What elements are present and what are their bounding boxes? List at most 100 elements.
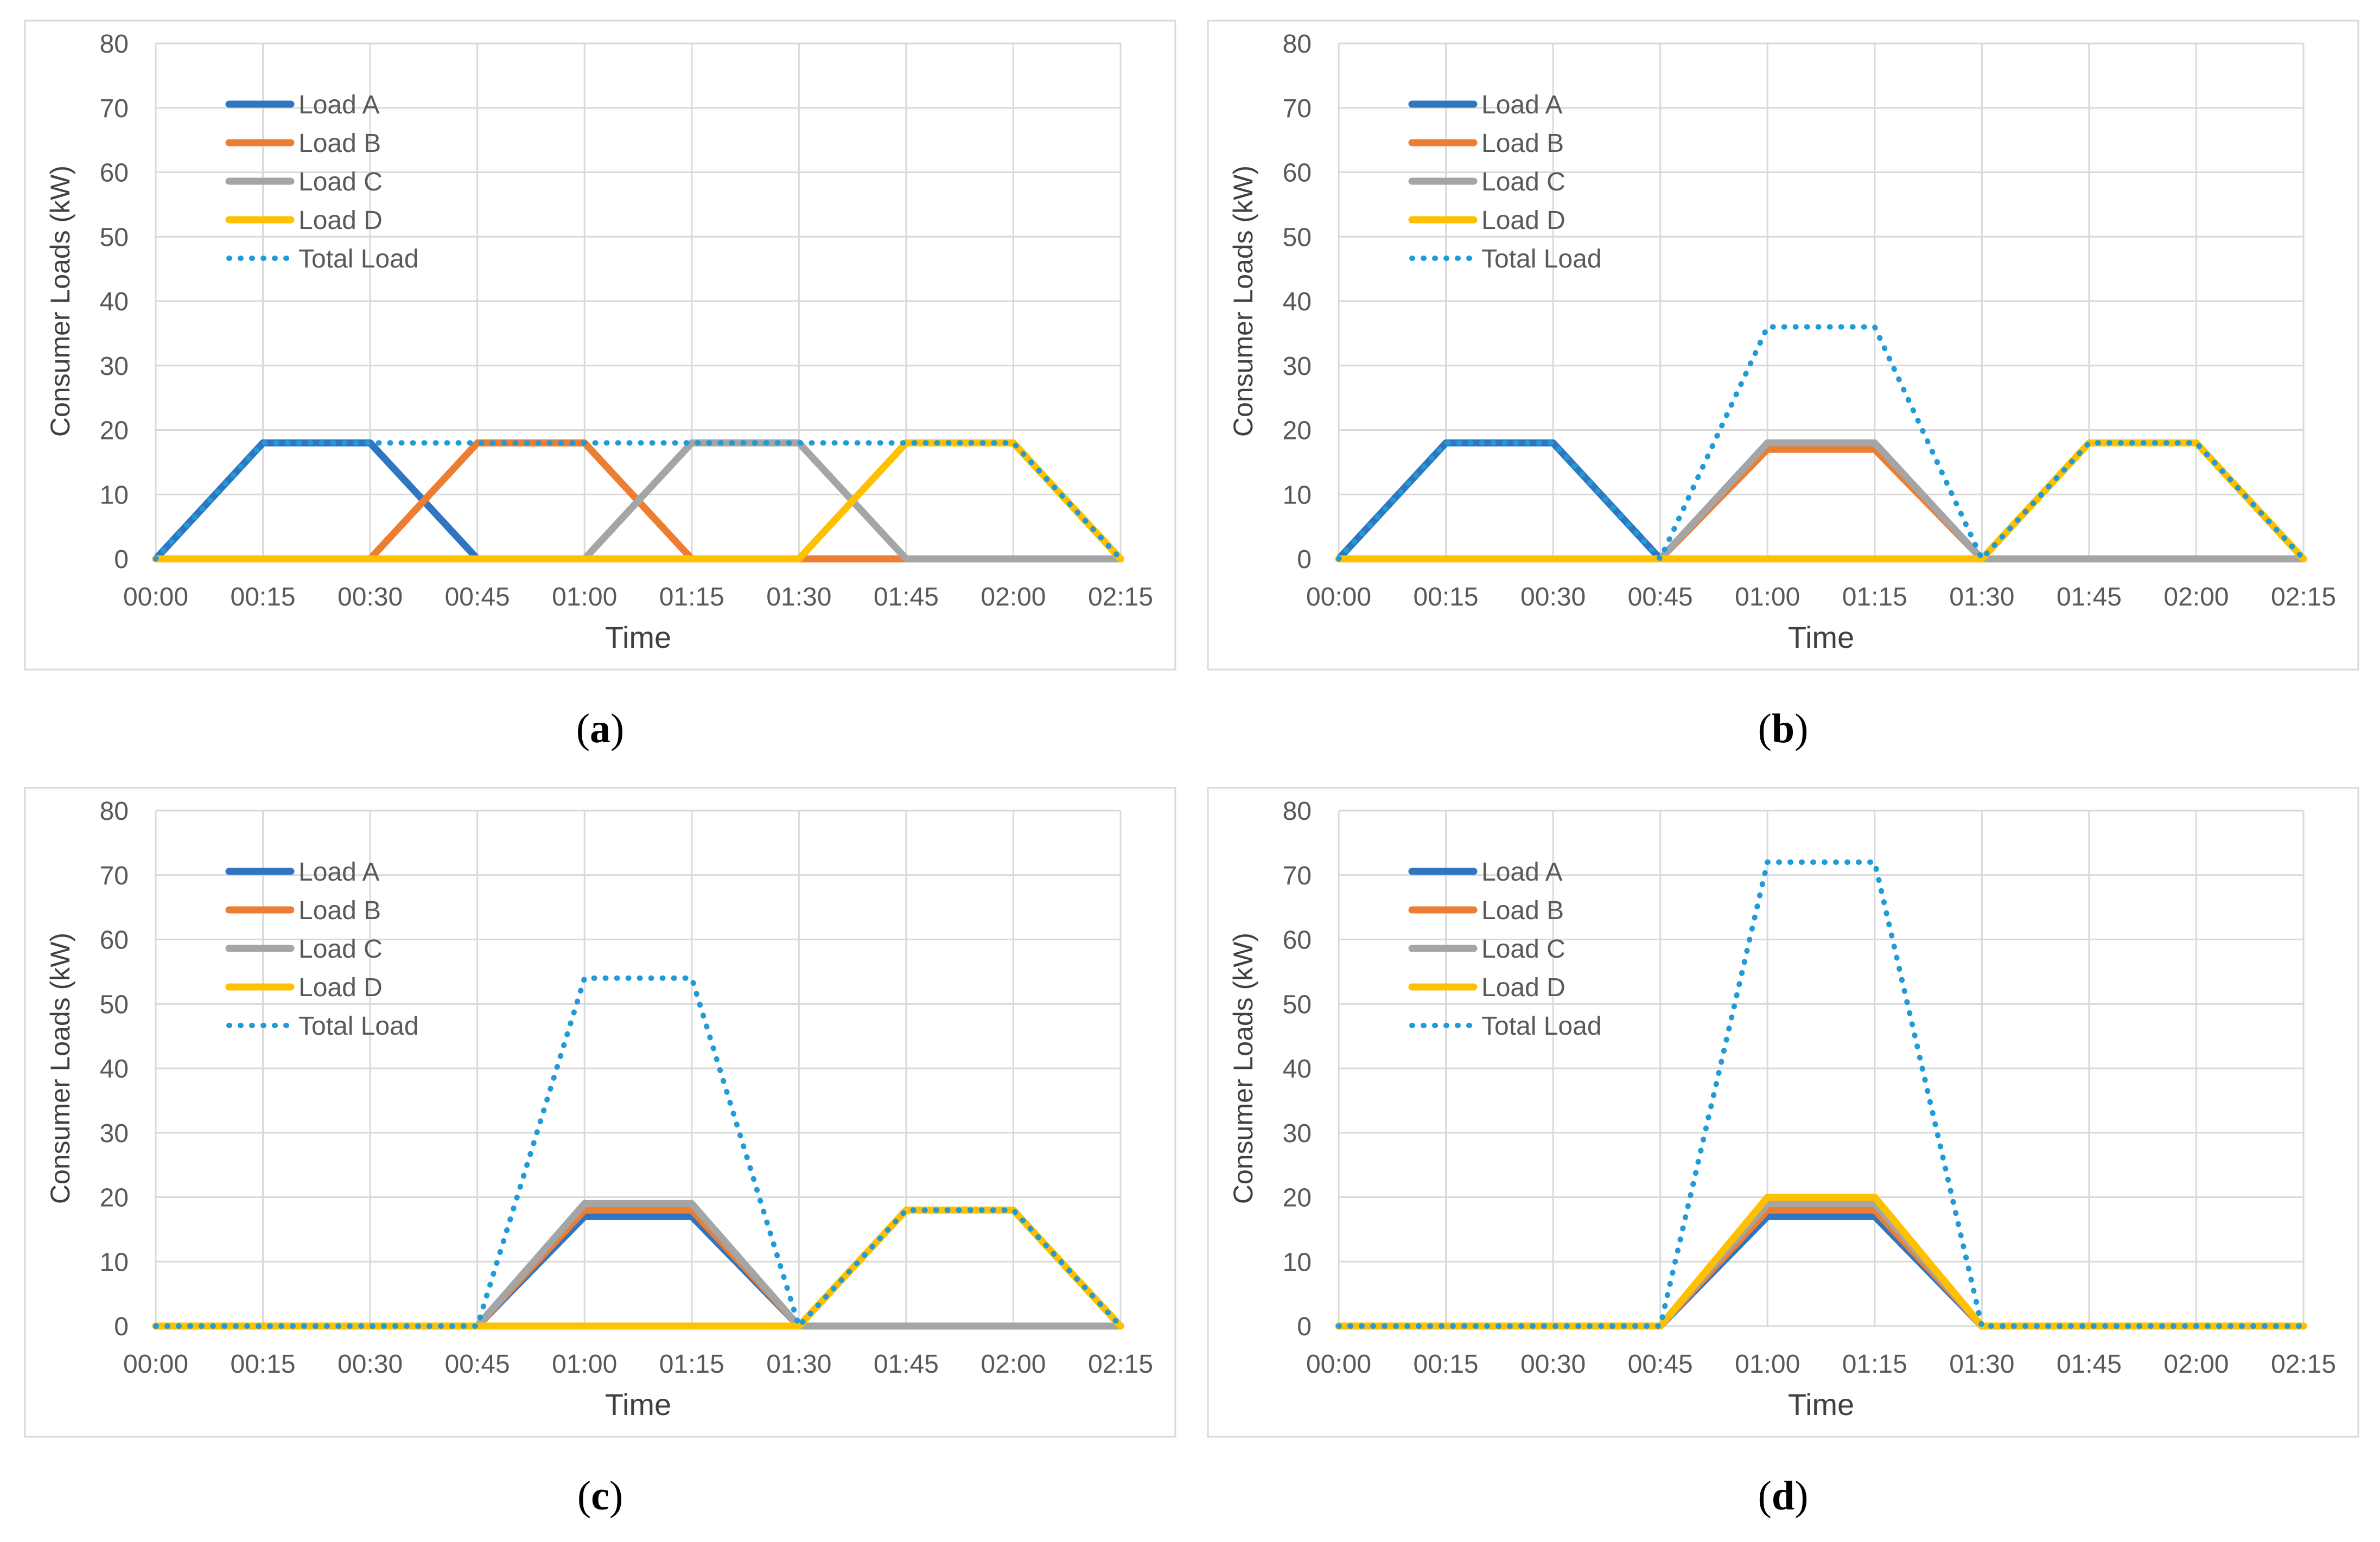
x-tick-label: 02:00: [2163, 1350, 2229, 1379]
y-tick-label: 70: [1283, 94, 1312, 123]
chart-panel-d: 0 10 20 30 40 50 60 70 80 00:00 00:15 00:30 00:45 01:…: [1207, 787, 2359, 1438]
x-tick-label: 00:15: [230, 1350, 295, 1379]
legend-label: Load B: [1481, 896, 1564, 925]
caption-a: (a): [576, 706, 625, 751]
legend-label: Load D: [1481, 973, 1566, 1002]
y-tick-label: 10: [1283, 1248, 1312, 1277]
y-axis-title: Consumer Loads (kW): [1228, 933, 1258, 1204]
y-tick-label: 20: [1283, 1184, 1312, 1213]
x-tick-label: 00:15: [230, 583, 295, 611]
y-tick-label: 60: [100, 159, 129, 188]
caption-d: (d): [1758, 1473, 1809, 1519]
chart-svg-b: 0 10 20 30 40 50 60 70 80 00:00 00:15 00:30 00:45 01:…: [1207, 20, 2359, 671]
y-axis-title: Consumer Loads (kW): [45, 933, 75, 1204]
x-axis-title: Time: [1788, 1387, 1854, 1422]
x-tick-label: 01:00: [552, 583, 617, 611]
x-tick-label: 00:45: [445, 583, 510, 611]
legend-label: Load C: [298, 935, 383, 964]
x-tick-label: 02:15: [1088, 583, 1153, 611]
y-tick-label: 20: [100, 417, 129, 445]
y-tick-label: 80: [1283, 797, 1312, 826]
legend-label: Load D: [1481, 206, 1566, 235]
y-tick-label: 0: [1297, 545, 1312, 574]
y-tick-label: 50: [100, 223, 129, 252]
y-tick-label: 60: [1283, 159, 1312, 188]
x-tick-label: 01:45: [874, 583, 939, 611]
caption-c: (c): [577, 1473, 623, 1519]
y-tick-label: 70: [100, 94, 129, 123]
x-tick-label: 02:15: [2271, 1350, 2336, 1379]
y-tick-label: 10: [100, 1248, 129, 1277]
chart-svg-d: 0 10 20 30 40 50 60 70 80 00:00 00:15 00:30 00:45 01:…: [1207, 787, 2359, 1438]
x-tick-label: 01:30: [1949, 1350, 2014, 1379]
series-line-total-load: [153, 975, 1123, 1329]
y-tick-label: 0: [1297, 1312, 1312, 1341]
x-tick-label: 02:00: [981, 1350, 1046, 1379]
x-tick-label: 01:30: [1949, 583, 2014, 611]
chart-panel-b: 0 10 20 30 40 50 60 70 80 00:00 00:15 00:30 00:45 01:…: [1207, 20, 2359, 671]
x-tick-label: 00:00: [123, 1350, 188, 1379]
y-tick-label: 30: [1283, 352, 1312, 381]
y-tick-label: 30: [100, 352, 129, 381]
chart-border: [24, 787, 1176, 1438]
y-tick-label: 40: [100, 1055, 129, 1084]
y-tick-label: 0: [114, 1312, 129, 1341]
x-tick-label: 00:30: [338, 583, 403, 611]
y-tick-label: 60: [1283, 926, 1312, 955]
x-tick-label: 00:30: [1520, 583, 1586, 611]
x-tick-label: 01:45: [874, 1350, 939, 1379]
x-tick-label: 01:30: [766, 583, 831, 611]
legend-label: Total Load: [298, 1012, 419, 1041]
x-tick-label: 00:15: [1413, 1350, 1478, 1379]
x-tick-label: 00:30: [1520, 1350, 1586, 1379]
y-tick-label: 70: [100, 862, 129, 890]
y-tick-label: 0: [114, 545, 129, 574]
y-axis-title: Consumer Loads (kW): [1228, 165, 1258, 437]
y-tick-label: 80: [100, 797, 129, 826]
y-tick-label: 60: [100, 926, 129, 955]
chart-border: [1207, 20, 2359, 671]
x-tick-label: 02:00: [2163, 583, 2229, 611]
x-tick-label: 01:30: [766, 1350, 831, 1379]
series-line-total-load: [1336, 324, 2306, 562]
y-tick-label: 10: [1283, 481, 1312, 509]
y-tick-label: 30: [100, 1119, 129, 1148]
y-tick-label: 20: [100, 1184, 129, 1213]
legend-label: Load A: [1481, 858, 1562, 887]
y-tick-label: 40: [1283, 1055, 1312, 1084]
y-tick-label: 80: [1283, 30, 1312, 59]
chart-svg-c: 0 10 20 30 40 50 60 70 80 00:00 00:15 00:30 00:45 01:…: [24, 787, 1176, 1438]
legend-label: Total Load: [298, 245, 419, 273]
legend-label: Total Load: [1481, 1012, 1602, 1041]
chart-panel-a: 0 10 20 30 40 50 60 70 80 00:00 00:15 00:30 00:45 01:…: [24, 20, 1176, 671]
y-tick-label: 50: [1283, 223, 1312, 252]
legend-label: Load B: [298, 896, 381, 925]
x-tick-label: 00:15: [1413, 583, 1478, 611]
x-tick-label: 01:45: [2057, 583, 2122, 611]
x-tick-label: 01:00: [1735, 583, 1800, 611]
x-tick-label: 01:15: [659, 1350, 724, 1379]
x-tick-label: 00:30: [338, 1350, 403, 1379]
legend-label: Load C: [1481, 935, 1566, 964]
chart-svg-a: 0 10 20 30 40 50 60 70 80 00:00 00:15 00:30 00:45 01:…: [24, 20, 1176, 671]
x-tick-label: 02:15: [2271, 583, 2336, 611]
y-tick-label: 40: [1283, 288, 1312, 316]
y-tick-label: 70: [1283, 862, 1312, 890]
x-tick-label: 02:15: [1088, 1350, 1153, 1379]
legend-label: Load C: [1481, 168, 1566, 196]
x-tick-label: 00:00: [1306, 1350, 1371, 1379]
chart-border: [24, 20, 1176, 671]
y-tick-label: 80: [100, 30, 129, 59]
series-line-total-load: [153, 440, 1123, 562]
caption-b: (b): [1758, 706, 1809, 751]
legend-label: Total Load: [1481, 245, 1602, 273]
y-tick-label: 50: [100, 990, 129, 1019]
y-tick-label: 30: [1283, 1119, 1312, 1148]
x-tick-label: 00:45: [445, 1350, 510, 1379]
x-tick-label: 00:45: [1628, 583, 1693, 611]
chart-panel-c: 0 10 20 30 40 50 60 70 80 00:00 00:15 00:30 00:45 01:…: [24, 787, 1176, 1438]
y-tick-label: 40: [100, 288, 129, 316]
y-tick-label: 50: [1283, 990, 1312, 1019]
legend-label: Load A: [298, 858, 379, 887]
x-axis-title: Time: [1788, 620, 1854, 654]
